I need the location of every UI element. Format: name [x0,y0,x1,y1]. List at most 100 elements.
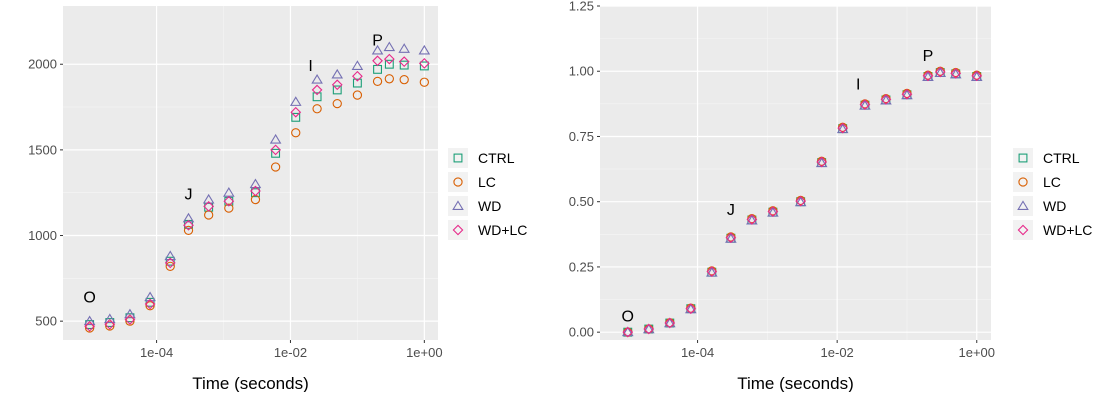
right-point [950,67,962,79]
right-point [643,323,655,335]
left-point [418,58,430,69]
left-point [399,60,409,70]
left-point [383,53,395,65]
right-y-tick-label: 0.25 [569,259,594,274]
left-point [331,79,343,91]
right-x-tick-label: 1e-04 [681,345,714,360]
left-point [104,318,116,330]
right-point [816,156,828,168]
left-point [165,261,175,271]
right-point [837,122,849,134]
left-point [332,98,342,109]
left-legend-key [452,200,464,210]
right-y-tick-label: 1.00 [569,64,594,79]
right-legend-key [1018,177,1028,187]
left-point [270,162,281,172]
left-series-lc [84,74,429,333]
right-x-tick-label: 1e-02 [821,345,854,360]
left-point [144,291,156,302]
right-point [922,70,934,82]
left-point [291,112,301,122]
left-point [398,43,410,53]
chart-panel-left: 500 1000 1500 2000 1e-04 1e-02 1e+00 Time (seco… [0,0,553,393]
right-point [795,195,807,207]
left-point [291,128,301,138]
left-point [311,84,323,96]
left-legend-label: CTRL [478,150,515,166]
right-legend-label: LC [1043,174,1061,190]
left-point [352,70,363,82]
right-point [901,88,913,100]
left-annotation-p: P [372,32,383,49]
left-point [124,314,136,325]
right-point [663,317,676,328]
left-x-tick-label: 1e-04 [140,345,173,360]
left-x-tick-label: 1e+00 [406,345,443,360]
right-point [664,317,676,329]
left-point [203,201,215,212]
chart-left-svg: 500 1000 1500 2000 1e-04 1e-02 1e+00 Time (seco… [28,6,527,393]
left-point [125,316,135,326]
left-annotation-o: O [83,289,95,306]
right-legend-key-bg [1013,196,1033,216]
left-point [103,313,116,324]
right-legend-key-bg [1013,220,1033,240]
left-point [271,148,281,158]
right-point [859,99,871,111]
right-point [622,326,634,338]
right-legend-key [1017,200,1029,210]
left-series-wd-lc [84,53,430,332]
right-legend-key [1018,153,1028,163]
left-annotation-j: J [185,187,193,204]
left-point [419,61,429,71]
left-legend-key [453,153,463,163]
left-legend-label: WD [478,198,501,214]
right-x-axis-title: Time (seconds) [737,374,854,392]
left-point [399,75,409,85]
left-point [250,185,261,197]
left-point [83,315,96,326]
left-x-tick-label: 1e-02 [274,345,307,360]
left-point [331,68,344,79]
left-point [105,321,115,331]
left-point [372,55,383,67]
left-point [183,225,194,236]
right-y-tick-label: 0.50 [569,194,594,209]
left-point [419,77,429,87]
left-point [383,41,396,52]
left-point [418,44,431,55]
right-point [642,323,655,334]
right-legend-key [1017,224,1029,236]
left-point [165,256,175,266]
right-annotation-i: I [856,77,860,94]
right-legend-label: WD [1043,198,1066,214]
right-point [934,66,946,78]
left-point [183,219,194,231]
right-series-wd-lc [622,66,983,338]
left-point [164,257,176,269]
left-point [182,212,195,223]
right-point [746,214,758,225]
left-point [352,78,362,88]
right-point [685,303,697,315]
left-point [312,104,322,114]
left-legend-key-bg [448,172,468,192]
right-point [706,266,718,278]
left-point [145,297,155,307]
left-legend-key-bg [448,220,468,240]
left-point [251,188,260,198]
left-legend-label: LC [478,174,496,190]
left-point [223,195,235,207]
left-point [332,85,342,95]
left-point [371,44,384,55]
right-plot-panel [600,6,991,340]
left-point [372,76,383,87]
left-point [269,133,282,144]
right-legend-key-bg [1013,148,1033,168]
right-legend: CTRL LC WD WD+LC [1013,148,1092,240]
left-point [398,56,410,68]
right-x-tick-label: 1e+00 [958,345,995,360]
left-y-tick-label: 1500 [28,142,57,157]
right-legend-label: CTRL [1043,150,1080,166]
left-point [384,74,394,84]
